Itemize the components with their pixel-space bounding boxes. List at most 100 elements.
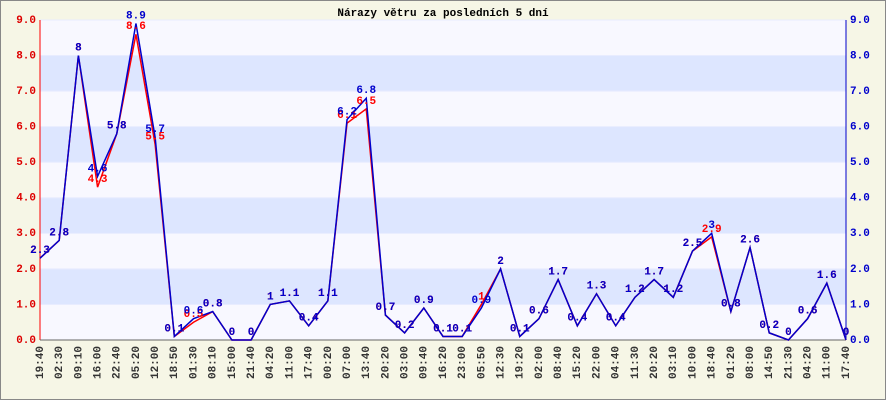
data-label: 0.2: [759, 320, 779, 332]
data-label: 0.8: [721, 298, 741, 310]
x-tick-label: 20:20: [649, 346, 661, 379]
x-tick-label: 21:40: [246, 346, 258, 379]
y2-tick-label: 1.0: [850, 299, 870, 311]
y-tick-label: 7.0: [16, 86, 36, 98]
data-label: 0.1: [164, 323, 184, 335]
data-label: 1.1: [280, 288, 300, 300]
data-label: 1.2: [625, 284, 645, 296]
x-tick-label: 05:20: [131, 346, 143, 379]
data-label: 1.2: [625, 284, 645, 296]
x-tick-label: 11:00: [284, 346, 296, 379]
data-label: 0.9: [414, 295, 434, 307]
x-tick-label: 08:40: [553, 346, 565, 379]
data-label: 0.6: [529, 306, 549, 318]
x-tick-label: 04:20: [803, 346, 815, 379]
data-label: 0.4: [567, 313, 587, 325]
data-label: 2.8: [49, 227, 69, 239]
data-label: 8: [75, 42, 82, 54]
data-label: 0.2: [395, 320, 415, 332]
x-tick-label: 18:40: [707, 346, 719, 379]
data-label: 1.2: [663, 284, 683, 296]
data-label: 0: [843, 327, 850, 339]
x-tick-label: 04:40: [611, 346, 623, 379]
data-label: 2.5: [683, 238, 703, 250]
y-tick-label: 8.0: [16, 50, 36, 62]
data-label: 0.4: [606, 313, 626, 325]
data-label: 0.9: [414, 295, 434, 307]
band: [40, 233, 846, 269]
x-tick-label: 03:00: [400, 346, 412, 379]
x-tick-label: 15:00: [227, 346, 239, 379]
x-tick-label: 22:40: [112, 346, 124, 379]
y-tick-label: 4.0: [16, 193, 36, 205]
data-label: 2.8: [49, 227, 69, 239]
x-tick-label: 08:00: [745, 346, 757, 379]
band: [40, 126, 846, 163]
chart-title: Nárazy větru za posledních 5 dní: [337, 8, 549, 20]
data-label: 1.6: [817, 270, 837, 282]
data-label: 6.8: [356, 85, 376, 97]
data-label: 1.3: [587, 281, 607, 293]
data-label: 0.1: [452, 323, 472, 335]
band: [40, 162, 846, 198]
data-label: 0.8: [721, 298, 741, 310]
data-label: 0.7: [376, 302, 396, 314]
x-tick-label: 22:00: [591, 346, 603, 379]
data-label: 0.8: [203, 298, 223, 310]
data-label: 0.9: [471, 295, 491, 307]
data-label: 1: [267, 291, 274, 303]
y-tick-label: 5.0: [16, 157, 36, 169]
data-label: 3: [708, 220, 715, 232]
data-label: 1.7: [644, 266, 664, 278]
data-label: 0.2: [759, 320, 779, 332]
data-label: 0: [843, 327, 850, 339]
x-tick-label: 09:40: [419, 346, 431, 379]
data-label: 5.8: [107, 121, 127, 133]
data-label: 2.9: [702, 224, 722, 236]
x-tick-label: 10:00: [687, 346, 699, 379]
y-tick-label: 3.0: [16, 228, 36, 240]
data-label: 0: [248, 327, 255, 339]
x-tick-label: 01:30: [188, 346, 200, 379]
data-label: 8.6: [126, 21, 146, 33]
y-tick-label: 1.0: [16, 299, 36, 311]
x-tick-label: 11:00: [822, 346, 834, 379]
x-tick-label: 16:00: [92, 346, 104, 379]
x-tick-label: 17:40: [841, 346, 853, 379]
x-tick-label: 20:20: [380, 346, 392, 379]
x-tick-label: 04:20: [265, 346, 277, 379]
band: [40, 20, 846, 56]
data-label: 1: [267, 291, 274, 303]
x-tick-label: 09:10: [73, 346, 85, 379]
series-line: [39, 23, 847, 341]
y2-tick-label: 6.0: [850, 122, 870, 134]
data-label: 5.7: [145, 124, 165, 136]
y2-tick-label: 8.0: [850, 50, 870, 62]
y2-tick-label: 3.0: [850, 228, 870, 240]
data-label: 2.6: [740, 234, 760, 246]
data-label: 0.7: [376, 302, 396, 314]
data-label: 6.2: [337, 106, 357, 118]
x-tick-label: 21:30: [783, 346, 795, 379]
data-label: 0.1: [164, 323, 184, 335]
x-tick-label: 01:20: [726, 346, 738, 379]
data-label: 2.3: [30, 245, 50, 257]
data-label: 5.5: [145, 131, 165, 143]
data-label: 0.4: [567, 313, 587, 325]
x-tick-label: 23:00: [457, 346, 469, 379]
x-tick-label: 18:50: [169, 346, 181, 379]
data-label: 0.8: [203, 298, 223, 310]
data-label: 5.8: [107, 121, 127, 133]
x-tick-label: 02:00: [534, 346, 546, 379]
data-label: 1.7: [548, 266, 568, 278]
data-label: 6.1: [337, 110, 357, 122]
data-label: 1.6: [817, 270, 837, 282]
data-label: 4.3: [88, 174, 108, 186]
data-label: 0.6: [798, 306, 818, 318]
x-tick-label: 13:40: [361, 346, 373, 379]
x-tick-label: 15:20: [572, 346, 584, 379]
y-tick-label: 9.0: [16, 15, 36, 27]
data-label: 0.1: [433, 323, 453, 335]
data-label: 0.4: [299, 313, 319, 325]
data-label: 1.2: [663, 284, 683, 296]
